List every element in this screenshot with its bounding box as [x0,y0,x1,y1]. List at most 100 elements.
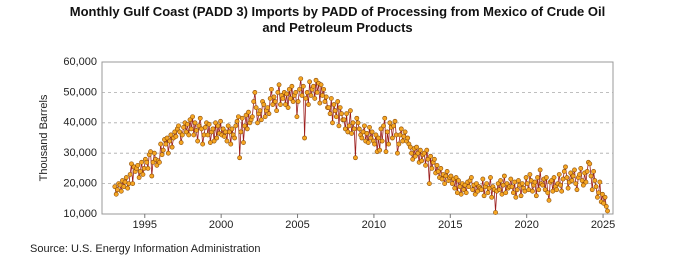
data-point [524,181,530,186]
data-point [262,114,268,120]
data-point [442,181,448,186]
data-point [270,102,276,107]
data-point [545,190,551,196]
data-point [386,141,391,147]
data-point [239,115,245,121]
data-point [188,126,194,132]
data-point [179,132,185,138]
data-point [554,187,560,193]
data-point [513,194,519,200]
data-point [258,117,264,123]
data-point [565,185,571,191]
data-point [136,175,142,180]
data-point [463,190,469,196]
data-point [234,118,240,124]
data-point [139,159,144,165]
data-point [349,131,355,136]
data-point [266,111,272,117]
data-point [409,150,414,156]
data-point [355,120,361,126]
data-point [112,184,118,190]
data-point [509,184,515,190]
data-point [485,190,491,196]
data-point [474,181,479,186]
data-point [362,123,367,129]
data-point [322,99,328,104]
data-point [176,123,181,129]
data-point [163,141,169,147]
data-point [484,181,490,186]
data-point [232,135,238,141]
data-point [347,108,353,114]
data-point [410,156,416,162]
data-point [183,129,189,135]
data-point [211,138,217,144]
data-point [518,193,524,199]
data-point [313,77,319,83]
data-point [318,82,324,88]
data-point [191,132,197,138]
data-point [242,123,248,129]
data-point [243,112,249,118]
data-point [169,144,175,150]
data-point [588,173,594,179]
data-point [144,159,150,165]
data-point [510,190,516,196]
data-point [221,134,227,139]
x-tick-label: 2000 [209,219,233,231]
data-point [364,131,370,136]
data-point [149,173,155,179]
data-point [276,82,282,88]
data-point [425,156,431,162]
data-point [402,129,408,135]
data-point [275,90,281,95]
y-tick-label: 20,000 [63,178,97,190]
data-point [592,178,598,183]
data-point [378,126,384,132]
data-point [293,90,299,95]
data-point [480,176,486,182]
data-point [495,181,501,186]
data-point [294,114,300,120]
data-point [178,140,184,145]
data-point [172,129,178,135]
data-point [272,99,278,104]
data-point [466,184,472,190]
chart-title: Monthly Gulf Coast (PADD 3) Imports by P… [69,4,606,35]
data-point [167,138,173,144]
data-point [160,147,166,153]
data-point [501,173,507,179]
data-point [307,79,313,85]
data-point [187,117,193,123]
data-point [164,135,170,141]
data-point [435,169,441,174]
data-point [572,167,577,173]
data-point [419,158,425,164]
data-point [214,135,220,141]
data-point [392,118,398,124]
data-point [195,138,201,144]
data-point [213,120,218,126]
data-point [573,181,579,186]
data-point [423,162,428,168]
data-point [580,182,586,188]
data-point [299,93,305,98]
data-point [373,132,379,138]
data-point [527,172,533,177]
data-point [227,129,232,135]
data-point [129,161,134,167]
data-point [382,115,388,121]
data-point [220,126,226,132]
data-point [157,159,162,165]
data-point [253,105,259,110]
data-point [496,187,502,193]
data-point [300,83,306,89]
data-point [377,147,383,153]
data-point [311,83,316,89]
data-point [265,105,270,110]
data-point [398,126,404,132]
data-point [317,100,323,106]
data-point [271,94,277,100]
data-point [587,161,593,167]
data-point [177,129,183,135]
